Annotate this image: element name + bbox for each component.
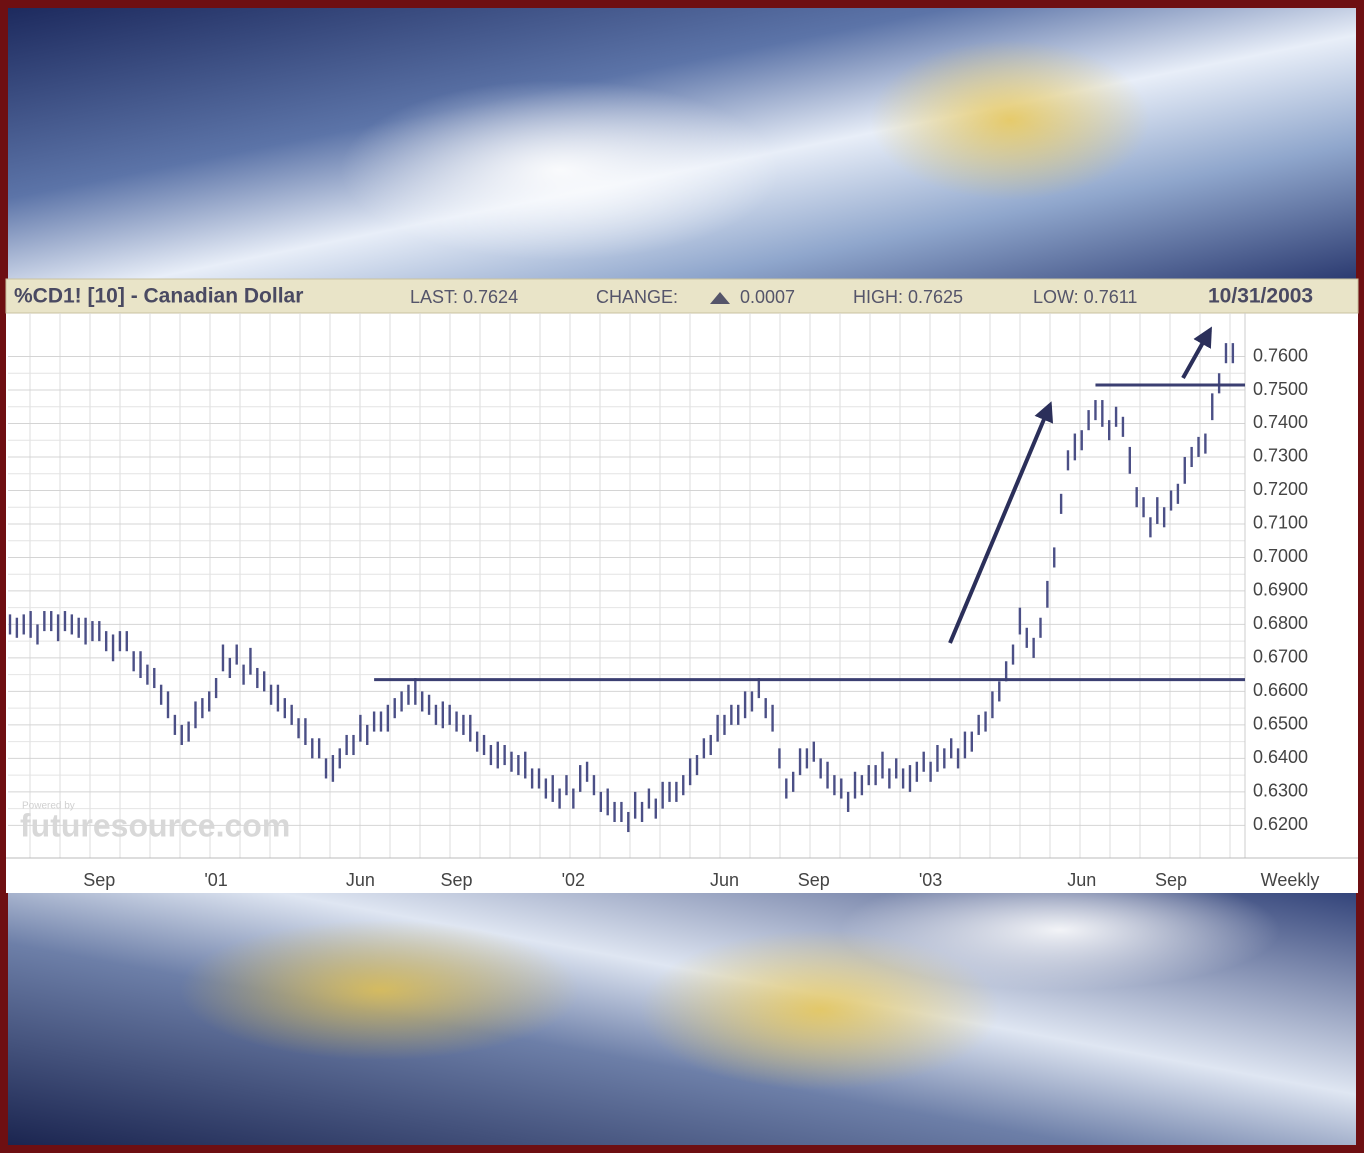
stat: 0.0007 [740,287,795,307]
stat: LAST: 0.7624 [410,287,518,307]
x-tick-label: Sep [441,870,473,890]
y-tick-label: 0.6600 [1253,680,1308,700]
period-label: Weekly [1261,870,1320,890]
y-tick-label: 0.7600 [1253,345,1308,365]
date: 10/31/2003 [1208,285,1313,308]
photo-glow [840,870,1280,990]
chart-title: %CD1! [10] - Canadian Dollar [14,285,303,308]
x-tick-label: Sep [1155,870,1187,890]
trend-arrow [948,401,1054,644]
x-tick-label: Sep [798,870,830,890]
x-tick-label: '02 [562,870,585,890]
y-tick-label: 0.7500 [1253,379,1308,399]
y-tick-label: 0.6200 [1253,814,1308,834]
trend-arrow [1181,326,1212,379]
photo-glow [870,40,1150,200]
y-tick-label: 0.6800 [1253,613,1308,633]
x-tick-label: Jun [346,870,375,890]
y-tick-label: 0.6300 [1253,781,1308,801]
y-tick-label: 0.6700 [1253,647,1308,667]
watermark: Powered by [22,801,75,812]
photo-glow [180,920,580,1060]
y-tick-label: 0.6500 [1253,714,1308,734]
y-tick-label: 0.7400 [1253,412,1308,432]
x-tick-label: Sep [83,870,115,890]
y-tick-label: 0.7100 [1253,513,1308,533]
y-tick-label: 0.7000 [1253,546,1308,566]
x-tick-label: Jun [710,870,739,890]
y-tick-label: 0.7300 [1253,446,1308,466]
up-triangle [710,292,730,304]
y-tick-label: 0.6400 [1253,747,1308,767]
x-tick-label: '01 [204,870,227,890]
x-tick-label: Jun [1067,870,1096,890]
stat: LOW: 0.7611 [1033,287,1137,307]
stat: HIGH: 0.7625 [853,287,963,307]
chart-panel [6,279,1358,893]
x-tick-label: '03 [919,870,942,890]
y-tick-label: 0.6900 [1253,580,1308,600]
watermark: futuresource.com [20,807,290,843]
header-bar [5,278,1359,314]
photo-glow [340,80,780,260]
y-tick-label: 0.7200 [1253,479,1308,499]
stat: CHANGE: [596,287,678,307]
